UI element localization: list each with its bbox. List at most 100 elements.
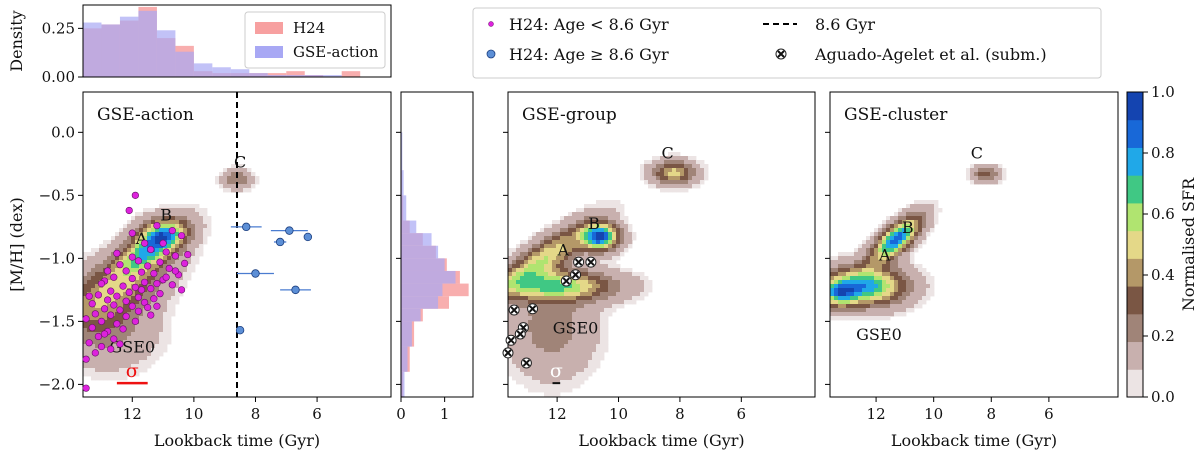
- heatmap-cell: [151, 316, 156, 321]
- heatmap-cell: [850, 312, 855, 317]
- heatmap-cell: [524, 272, 529, 277]
- heatmap-cell: [135, 216, 140, 221]
- xtick-label: 12: [548, 405, 567, 423]
- heatmap-cell: [870, 312, 875, 317]
- heatmap-cell: [624, 244, 629, 249]
- heatmap-cell: [870, 272, 875, 277]
- heatmap-cell: [103, 336, 108, 341]
- heatmap-cell: [151, 216, 156, 221]
- cbar-tick-label: 1.0: [1151, 83, 1175, 101]
- heatmap-cell: [548, 356, 553, 361]
- heatmap-cell: [580, 276, 585, 281]
- heatmap-cell: [668, 156, 673, 161]
- heatmap-cell: [596, 360, 601, 365]
- heatmap-cell: [592, 360, 597, 365]
- heatmap-cell: [179, 252, 184, 257]
- heatmap-cell: [524, 244, 529, 249]
- heatmap-cell: [103, 324, 108, 329]
- heatmap-cell: [592, 280, 597, 285]
- heatmap-cell: [107, 340, 112, 345]
- heatmap-cell: [187, 264, 192, 269]
- heatmap-cell: [688, 180, 693, 185]
- heatmap-cell: [131, 360, 136, 365]
- heatmap-cell: [524, 348, 529, 353]
- xtick-label: 1: [440, 405, 450, 423]
- heatmap-cell: [183, 256, 188, 261]
- heatmap-cell: [926, 276, 931, 281]
- heatmap-cell: [223, 180, 228, 185]
- heatmap-cell: [127, 240, 132, 245]
- heatmap-cell: [143, 256, 148, 261]
- heatmap-cell: [866, 244, 871, 249]
- heatmap-cell: [99, 252, 104, 257]
- heatmap-cell: [512, 256, 517, 261]
- heatmap-cell: [552, 348, 557, 353]
- heatmap-cell: [910, 252, 915, 257]
- heatmap-cell: [894, 312, 899, 317]
- heatmap-cell: [548, 280, 553, 285]
- heatmap-cell: [532, 356, 537, 361]
- heatmap-cell: [560, 368, 565, 373]
- heatmap-cell: [568, 244, 573, 249]
- heatmap-cell: [151, 240, 156, 245]
- heatmap-cell: [894, 248, 899, 253]
- heatmap-cell: [874, 300, 879, 305]
- heatmap-cell: [548, 312, 553, 317]
- heatmap-cell: [580, 380, 585, 385]
- heatmap-cell: [918, 288, 923, 293]
- heatmap-cell: [560, 308, 565, 313]
- heatmap-cell: [850, 304, 855, 309]
- heatmap-cell: [882, 316, 887, 321]
- heatmap-cell: [842, 260, 847, 265]
- heatmap-cell: [167, 316, 172, 321]
- heatmap-cell: [572, 312, 577, 317]
- heatmap-cell: [231, 176, 236, 181]
- heatmap-cell: [580, 228, 585, 233]
- heatmap-cell: [139, 292, 144, 297]
- heatmap-cell: [135, 300, 140, 305]
- heatmap-cell: [906, 296, 911, 301]
- h24-old-point: [131, 283, 139, 291]
- heatmap-cell: [552, 236, 557, 241]
- heatmap-cell: [886, 280, 891, 285]
- heatmap-cell: [223, 176, 228, 181]
- heatmap-cell: [620, 272, 625, 277]
- heatmap-cell: [592, 252, 597, 257]
- heatmap-cell: [580, 364, 585, 369]
- heatmap-cell: [139, 320, 144, 325]
- heatmap-cell: [882, 228, 887, 233]
- colorbar-segment: [1127, 202, 1143, 232]
- heatmap-cell: [143, 360, 148, 365]
- heatmap-cell: [874, 260, 879, 265]
- heatmap-cell: [588, 300, 593, 305]
- heatmap-cell: [83, 368, 88, 373]
- heatmap-cell: [914, 248, 919, 253]
- heatmap-cell: [838, 260, 843, 265]
- heatmap-cell: [524, 336, 529, 341]
- heatmap-cell: [970, 164, 975, 169]
- heatmap-cell: [862, 248, 867, 253]
- heatmap-cell: [592, 344, 597, 349]
- heatmap-cell: [600, 276, 605, 281]
- heatmap-cell: [219, 184, 224, 189]
- heatmap-cell: [870, 260, 875, 265]
- heatmap-cell: [87, 328, 92, 333]
- heatmap-cell: [584, 256, 589, 261]
- heatmap-cell: [858, 300, 863, 305]
- heatmap-cell: [918, 228, 923, 233]
- heatmap-cell: [612, 268, 617, 273]
- heatmap-cell: [127, 356, 132, 361]
- heatmap-cell: [576, 232, 581, 237]
- heatmap-cell: [886, 316, 891, 321]
- heatmap-cell: [882, 264, 887, 269]
- heatmap-cell: [672, 188, 677, 193]
- heatmap-cell: [123, 256, 128, 261]
- heatmap-cell: [560, 320, 565, 325]
- heatmap-cell: [850, 300, 855, 305]
- heatmap-cell: [540, 364, 545, 369]
- heatmap-cell: [858, 292, 863, 297]
- heatmap-cell: [830, 296, 835, 301]
- heatmap-cell: [874, 232, 879, 237]
- colorbar-label: Normalised SFR: [1179, 177, 1198, 311]
- heatmap-cell: [119, 296, 124, 301]
